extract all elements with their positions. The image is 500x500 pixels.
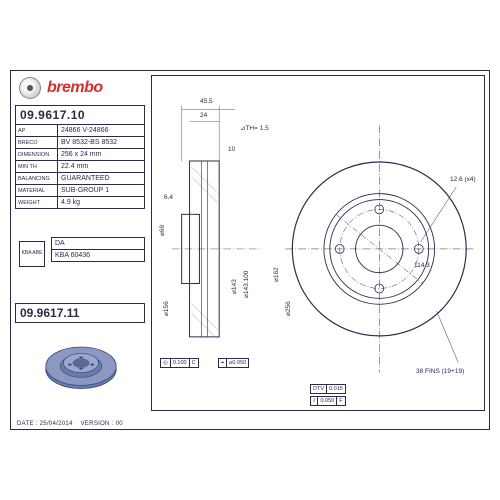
side-view <box>172 106 261 339</box>
dim-top-1: 45.5 <box>200 98 213 105</box>
dim-right: 10 <box>228 146 235 153</box>
kba-cert-icon: KBA ABE <box>19 241 45 267</box>
spec-value: GUARANTEED <box>58 173 144 184</box>
spec-label: MATERIAL <box>16 185 58 196</box>
dia-143: ⌀143 <box>230 279 238 294</box>
part-number-main: 09.9617.10 <box>16 106 144 125</box>
dia-162: ⌀162 <box>272 267 280 282</box>
spec-label: WEIGHT <box>16 197 58 208</box>
gdtol-position: ⌖ ⌀0.050 <box>218 358 249 368</box>
dia-143-100: ⌀143.100 <box>242 271 250 298</box>
footer-date: 25/04/2014 <box>40 421 73 427</box>
alt-part-box: 09.9617.11 <box>15 303 145 323</box>
approval-table: DAKBA 60436 <box>51 237 145 262</box>
spec-value: BV 8532-BS 8532 <box>58 137 144 148</box>
dia-256: ⌀256 <box>284 301 292 316</box>
header: brembo <box>19 77 103 99</box>
spec-row: MATERIALSUB-GROUP 1 <box>16 185 144 197</box>
approval-row: KBA 60436 <box>52 250 144 262</box>
approval-value: KBA 60436 <box>52 250 144 261</box>
spec-label: AP <box>16 125 58 136</box>
approval-value: DA <box>52 238 144 249</box>
drawing-sheet: brembo 09.9617.10 AP24866 V-24866BRECOBV… <box>10 70 490 430</box>
pcd: 114.3 <box>414 262 430 269</box>
spec-label: DIMENSION <box>16 149 58 160</box>
spec-row: DIMENSION256 x 24 mm <box>16 149 144 161</box>
dia-69: ⌀69 <box>158 225 166 236</box>
spec-label: MIN TH <box>16 161 58 172</box>
spec-value: 24866 V-24866 <box>58 125 144 136</box>
approval-row: DA <box>52 238 144 250</box>
spec-row: AP24866 V-24866 <box>16 125 144 137</box>
brand-name: brembo <box>47 79 103 97</box>
spec-row: BALANCINGGUARANTEED <box>16 173 144 185</box>
spec-value: SUB-GROUP 1 <box>58 185 144 196</box>
dia-156: ⌀156 <box>162 301 170 316</box>
dim-top-2: 24 <box>200 112 207 119</box>
spec-value: 22.4 mm <box>58 161 144 172</box>
fins-note: 38 FINS (19+19) <box>416 368 464 375</box>
spec-row: BRECOBV 8532-BS 8532 <box>16 137 144 149</box>
footer-date-label: DATE : <box>17 421 38 427</box>
spec-table: 09.9617.10 AP24866 V-24866BRECOBV 8532-B… <box>15 105 145 209</box>
drawing-svg <box>152 76 484 410</box>
spec-label: BALANCING <box>16 173 58 184</box>
spec-row: WEIGHT4.9 kg <box>16 197 144 209</box>
dim-left: 6.4 <box>164 194 173 201</box>
gdtol-concentric: ◎ 0.100 C <box>160 358 199 368</box>
spec-row: MIN TH22.4 mm <box>16 161 144 173</box>
footer-version-label: VERSION : <box>81 421 114 427</box>
gdtol-dtv: DTV 0.015 <box>310 384 346 394</box>
footer: DATE : 25/04/2014 VERSION : 00 <box>17 421 123 427</box>
gdtol-parallel: ⫽ 0.050 F <box>310 396 346 406</box>
rotor-3d-render <box>41 331 121 411</box>
th-note: ⊿TH= 1.5 <box>240 124 269 132</box>
part-number-alt: 09.9617.11 <box>16 304 144 322</box>
spec-label: BRECO <box>16 137 58 148</box>
technical-drawing: 45.5 24 ⊿TH= 1.5 10 6.4 ⌀69 ⌀156 ⌀143 ⌀1… <box>151 75 485 411</box>
spec-value: 256 x 24 mm <box>58 149 144 160</box>
hole-note: 12.6 (x4) <box>450 176 476 183</box>
footer-version: 00 <box>116 421 123 427</box>
brembo-logo-icon <box>19 77 41 99</box>
spec-value: 4.9 kg <box>58 197 144 208</box>
